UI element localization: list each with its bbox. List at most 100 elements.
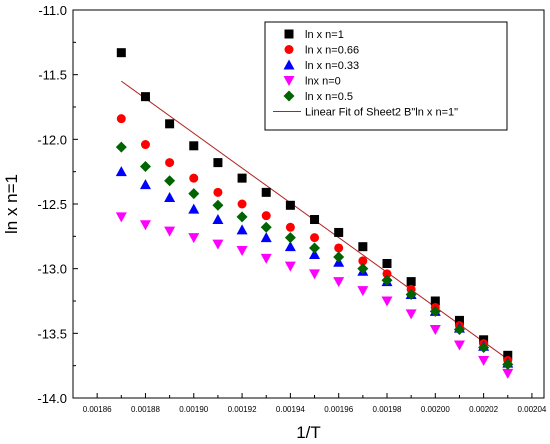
x-tick-label: 0.00198 bbox=[373, 405, 402, 414]
data-point bbox=[213, 158, 223, 168]
data-point bbox=[382, 269, 392, 279]
data-point bbox=[260, 232, 272, 243]
data-point bbox=[139, 179, 151, 190]
data-point bbox=[236, 211, 248, 223]
legend-marker bbox=[284, 29, 294, 39]
data-point bbox=[309, 269, 321, 280]
x-tick-label: 0.00196 bbox=[324, 405, 353, 414]
data-point bbox=[453, 323, 465, 335]
data-point bbox=[357, 263, 369, 275]
legend-marker bbox=[284, 45, 294, 54]
data-point bbox=[189, 173, 199, 183]
data-point bbox=[406, 277, 416, 287]
data-point bbox=[140, 92, 150, 102]
data-point bbox=[237, 173, 247, 183]
legend-marker bbox=[283, 90, 295, 102]
data-point bbox=[382, 258, 392, 268]
x-tick-label: 0.00188 bbox=[131, 405, 160, 414]
data-point bbox=[115, 166, 127, 177]
data-point bbox=[115, 212, 127, 223]
data-point bbox=[333, 251, 345, 263]
data-point bbox=[260, 221, 272, 233]
data-point bbox=[454, 315, 464, 325]
data-point bbox=[357, 286, 369, 297]
legend-label: ln x n=0.33 bbox=[305, 60, 359, 72]
data-point bbox=[164, 226, 176, 237]
data-point bbox=[429, 305, 441, 317]
data-point bbox=[236, 246, 248, 257]
legend-label: Linear Fit of Sheet2 B"ln x n=1" bbox=[305, 107, 458, 119]
data-point bbox=[334, 227, 344, 237]
data-point bbox=[212, 199, 224, 211]
y-tick-label: -12.0 bbox=[37, 132, 67, 147]
x-tick-label: 0.00190 bbox=[179, 405, 208, 414]
legend-label: ln x n=0.66 bbox=[305, 45, 359, 57]
data-point bbox=[405, 309, 417, 320]
data-point bbox=[502, 368, 514, 379]
data-point bbox=[405, 289, 417, 301]
y-tick-label: -12.5 bbox=[37, 197, 67, 212]
x-tick-label: 0.00186 bbox=[83, 405, 112, 414]
data-point bbox=[358, 242, 368, 252]
legend-label: ln x n=0.5 bbox=[305, 91, 353, 103]
data-point bbox=[188, 233, 200, 244]
y-tick-label: -11.5 bbox=[38, 68, 67, 83]
y-tick-label: -13.0 bbox=[37, 262, 67, 277]
data-point bbox=[310, 215, 320, 225]
data-point bbox=[310, 233, 320, 243]
y-tick-label: -14.0 bbox=[37, 391, 67, 406]
x-axis-title: 1/T bbox=[296, 423, 321, 442]
data-point bbox=[502, 358, 514, 370]
data-point bbox=[478, 355, 490, 366]
legend-marker bbox=[283, 59, 295, 70]
data-point bbox=[139, 220, 151, 231]
data-point bbox=[212, 239, 224, 250]
data-point bbox=[261, 187, 271, 197]
data-point bbox=[284, 241, 296, 252]
data-point bbox=[261, 211, 271, 221]
data-point bbox=[212, 214, 224, 225]
legend-label: lnx n=0 bbox=[305, 76, 341, 88]
x-tick-label: 0.00192 bbox=[228, 405, 257, 414]
y-tick-label: -13.5 bbox=[37, 326, 67, 341]
data-point bbox=[381, 296, 393, 307]
data-point bbox=[164, 192, 176, 203]
data-point bbox=[165, 119, 175, 129]
data-point bbox=[503, 350, 513, 360]
data-point bbox=[139, 160, 151, 172]
data-point bbox=[188, 188, 200, 200]
x-tick-label: 0.00194 bbox=[276, 405, 305, 414]
data-point bbox=[284, 261, 296, 272]
y-tick-label: -11.0 bbox=[38, 3, 67, 18]
data-point bbox=[237, 199, 247, 209]
data-point bbox=[189, 141, 199, 151]
data-point bbox=[116, 114, 126, 124]
legend-label: ln x n=1 bbox=[305, 29, 344, 41]
data-point bbox=[115, 141, 127, 153]
y-axis-title: ln x n=1 bbox=[2, 174, 21, 234]
data-point bbox=[453, 340, 465, 351]
data-point bbox=[285, 222, 295, 232]
data-point bbox=[430, 296, 440, 306]
data-point bbox=[334, 243, 344, 253]
data-point bbox=[116, 48, 126, 58]
legend-box bbox=[264, 21, 508, 131]
data-point bbox=[260, 253, 272, 264]
data-point bbox=[140, 140, 150, 150]
x-tick-label: 0.00204 bbox=[517, 405, 546, 414]
data-point bbox=[285, 200, 295, 210]
data-point bbox=[236, 224, 248, 235]
data-point bbox=[309, 242, 321, 254]
data-point bbox=[284, 232, 296, 244]
data-point bbox=[165, 158, 175, 168]
data-point bbox=[213, 187, 223, 197]
legend-marker bbox=[283, 76, 295, 86]
data-point bbox=[333, 277, 345, 288]
data-point bbox=[381, 274, 393, 286]
data-point bbox=[309, 248, 321, 259]
data-point bbox=[478, 342, 490, 354]
data-point bbox=[164, 175, 176, 187]
x-tick-label: 0.00202 bbox=[469, 405, 498, 414]
